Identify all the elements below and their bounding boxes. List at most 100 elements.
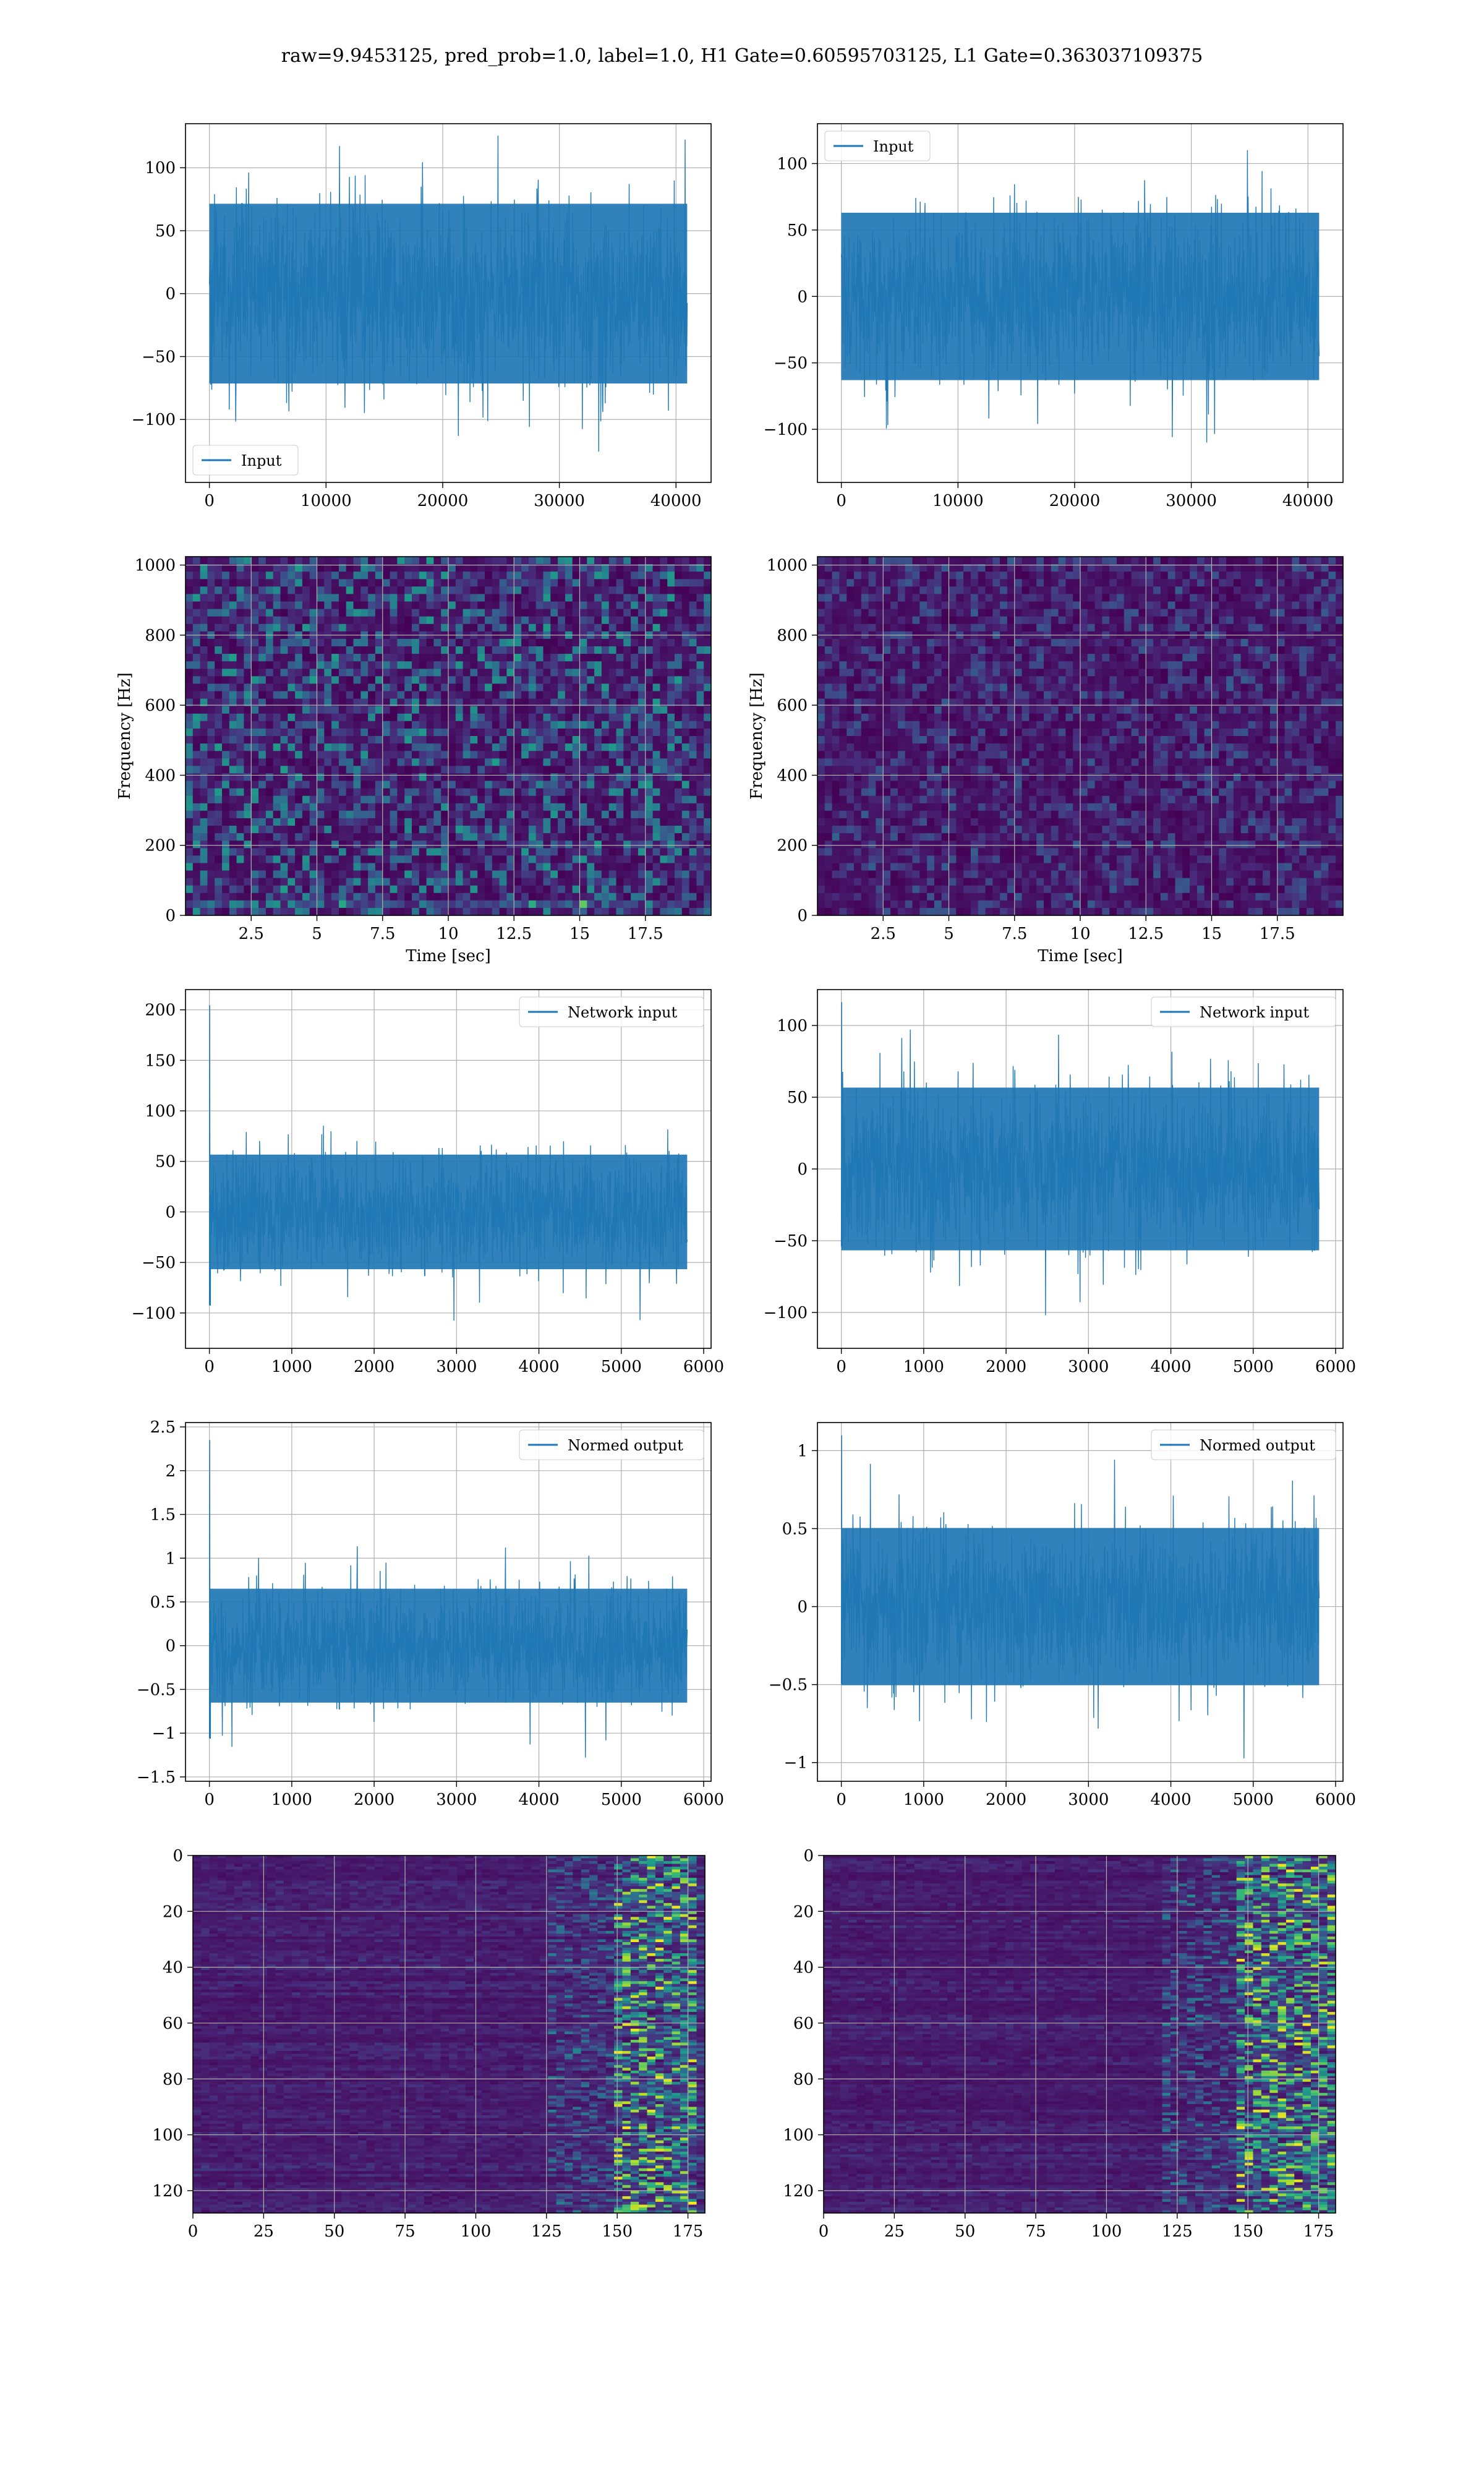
heatmap-cell [222, 579, 229, 587]
heatmap-cell [631, 826, 638, 834]
heatmap-cell [623, 855, 631, 863]
heatmap-cell [565, 803, 573, 811]
heatmap-cell [521, 803, 529, 811]
heatmap-cell [1132, 624, 1139, 632]
heatmap-cell [1270, 639, 1277, 647]
heatmap-cell [281, 736, 288, 744]
heatmap-cell [273, 863, 281, 871]
heatmap-cell [544, 706, 551, 714]
heatmap-cell [281, 729, 288, 737]
heatmap-cell [470, 773, 477, 781]
heatmap-cell [500, 579, 507, 587]
heatmap-cell [1161, 557, 1168, 565]
heatmap-cell [529, 646, 536, 654]
heatmap-cell [876, 594, 883, 602]
heatmap-cell [310, 579, 317, 587]
heatmap-cell [368, 893, 375, 901]
heatmap-cell [558, 661, 565, 669]
heatmap-cell [594, 893, 602, 901]
heatmap-cell [346, 579, 354, 587]
heatmap-cell [696, 646, 704, 654]
heatmap-cell [346, 901, 354, 909]
heatmap-cell [448, 721, 456, 729]
heatmap-cell [704, 901, 711, 909]
heatmap-cell [360, 908, 368, 916]
heatmap-cell [609, 691, 616, 700]
heatmap-cell [419, 736, 427, 744]
heatmap-cell [470, 841, 477, 849]
heatmap-cell [331, 751, 339, 759]
heatmap-cell [244, 571, 251, 580]
heatmap-cell [251, 848, 258, 856]
heatmap-cell [412, 571, 419, 580]
heatmap-cell [339, 758, 346, 766]
heatmap-cell [704, 736, 711, 744]
heatmap-cell [529, 594, 536, 602]
heatmap-cell [251, 639, 258, 647]
heatmap-cell [832, 586, 840, 594]
heatmap-cell [346, 878, 354, 886]
heatmap-cell [207, 714, 215, 722]
chart-input-l1: Input0 10000 20000 30000 40000−100−50050100 [764, 124, 1343, 510]
heatmap-cell [1000, 609, 1007, 617]
heatmap-cell [383, 669, 390, 677]
heatmap-cell [1022, 571, 1030, 580]
heatmap-cell [244, 557, 251, 565]
heatmap-cell [1182, 624, 1190, 632]
heatmap-cell [682, 818, 689, 826]
heatmap-cell [536, 624, 544, 632]
heatmap-cell [485, 617, 492, 625]
heatmap-cell [485, 758, 492, 766]
heatmap-cell [500, 855, 507, 863]
heatmap-cell [463, 586, 471, 594]
heatmap-cell [1007, 617, 1015, 625]
heatmap-cell [266, 639, 273, 647]
heatmap-cell [186, 766, 193, 774]
heatmap-cell [536, 654, 544, 662]
heatmap-cell [193, 773, 200, 781]
heatmap-cell [375, 789, 383, 797]
heatmap-cell [346, 803, 354, 811]
heatmap-cell [273, 557, 281, 565]
heatmap-cell [565, 617, 573, 625]
heatmap-cell [317, 579, 325, 587]
heatmap-cell [846, 602, 854, 610]
heatmap-cell [1132, 683, 1139, 691]
heatmap-cell [500, 818, 507, 826]
heatmap-cell [704, 743, 711, 751]
heatmap-cell [956, 661, 963, 669]
heatmap-cell [653, 557, 660, 565]
heatmap-cell [689, 706, 697, 714]
heatmap-cell [544, 781, 551, 789]
heatmap-cell [550, 833, 558, 841]
heatmap-cell [427, 773, 434, 781]
heatmap-cell [477, 579, 485, 587]
heatmap-cell [258, 818, 266, 826]
heatmap-cell [360, 803, 368, 811]
heatmap-cell [660, 893, 667, 901]
heatmap-cell [317, 646, 325, 654]
heatmap-cell [696, 833, 704, 841]
heatmap-cell [1146, 676, 1153, 684]
heatmap-cell [506, 826, 514, 834]
heatmap-cell [419, 781, 427, 789]
heatmap-cell [1241, 639, 1248, 647]
heatmap-cell [646, 661, 653, 669]
heatmap-cell [1205, 617, 1212, 625]
heatmap-cell [544, 751, 551, 759]
heatmap-cell [397, 706, 404, 714]
heatmap-cell [360, 833, 368, 841]
heatmap-cell [825, 557, 832, 565]
heatmap-cell [1328, 617, 1336, 625]
heatmap-cell [404, 908, 412, 916]
heatmap-cell [963, 691, 971, 700]
heatmap-cell [433, 826, 441, 834]
heatmap-cell [186, 624, 193, 632]
heatmap-cell [360, 624, 368, 632]
heatmap-cell [404, 594, 412, 602]
heatmap-cell [273, 886, 281, 894]
heatmap-cell [529, 609, 536, 617]
heatmap-cell [1307, 676, 1314, 684]
heatmap-cell [281, 639, 288, 647]
heatmap-cell [587, 736, 594, 744]
